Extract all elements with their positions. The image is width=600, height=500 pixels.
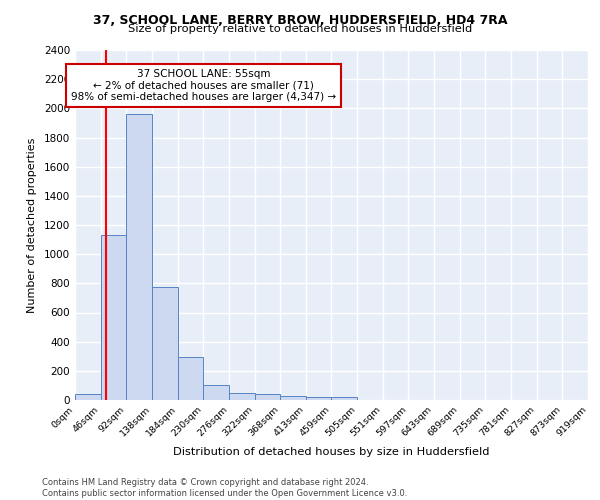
Y-axis label: Number of detached properties: Number of detached properties [27,138,37,312]
Text: Size of property relative to detached houses in Huddersfield: Size of property relative to detached ho… [128,24,472,34]
Bar [255,394,280,400]
Bar [203,386,229,400]
Bar [101,235,127,400]
Bar [127,114,152,400]
Bar [280,396,306,400]
Bar [178,357,203,400]
Bar [229,393,255,400]
Text: Contains HM Land Registry data © Crown copyright and database right 2024.
Contai: Contains HM Land Registry data © Crown c… [42,478,407,498]
Bar [331,397,357,400]
X-axis label: Distribution of detached houses by size in Huddersfield: Distribution of detached houses by size … [173,446,490,456]
Text: 37, SCHOOL LANE, BERRY BROW, HUDDERSFIELD, HD4 7RA: 37, SCHOOL LANE, BERRY BROW, HUDDERSFIEL… [93,14,507,27]
Bar [305,397,331,400]
Text: 37 SCHOOL LANE: 55sqm
← 2% of detached houses are smaller (71)
98% of semi-detac: 37 SCHOOL LANE: 55sqm ← 2% of detached h… [71,69,336,102]
Bar [75,394,101,400]
Bar [152,287,178,400]
